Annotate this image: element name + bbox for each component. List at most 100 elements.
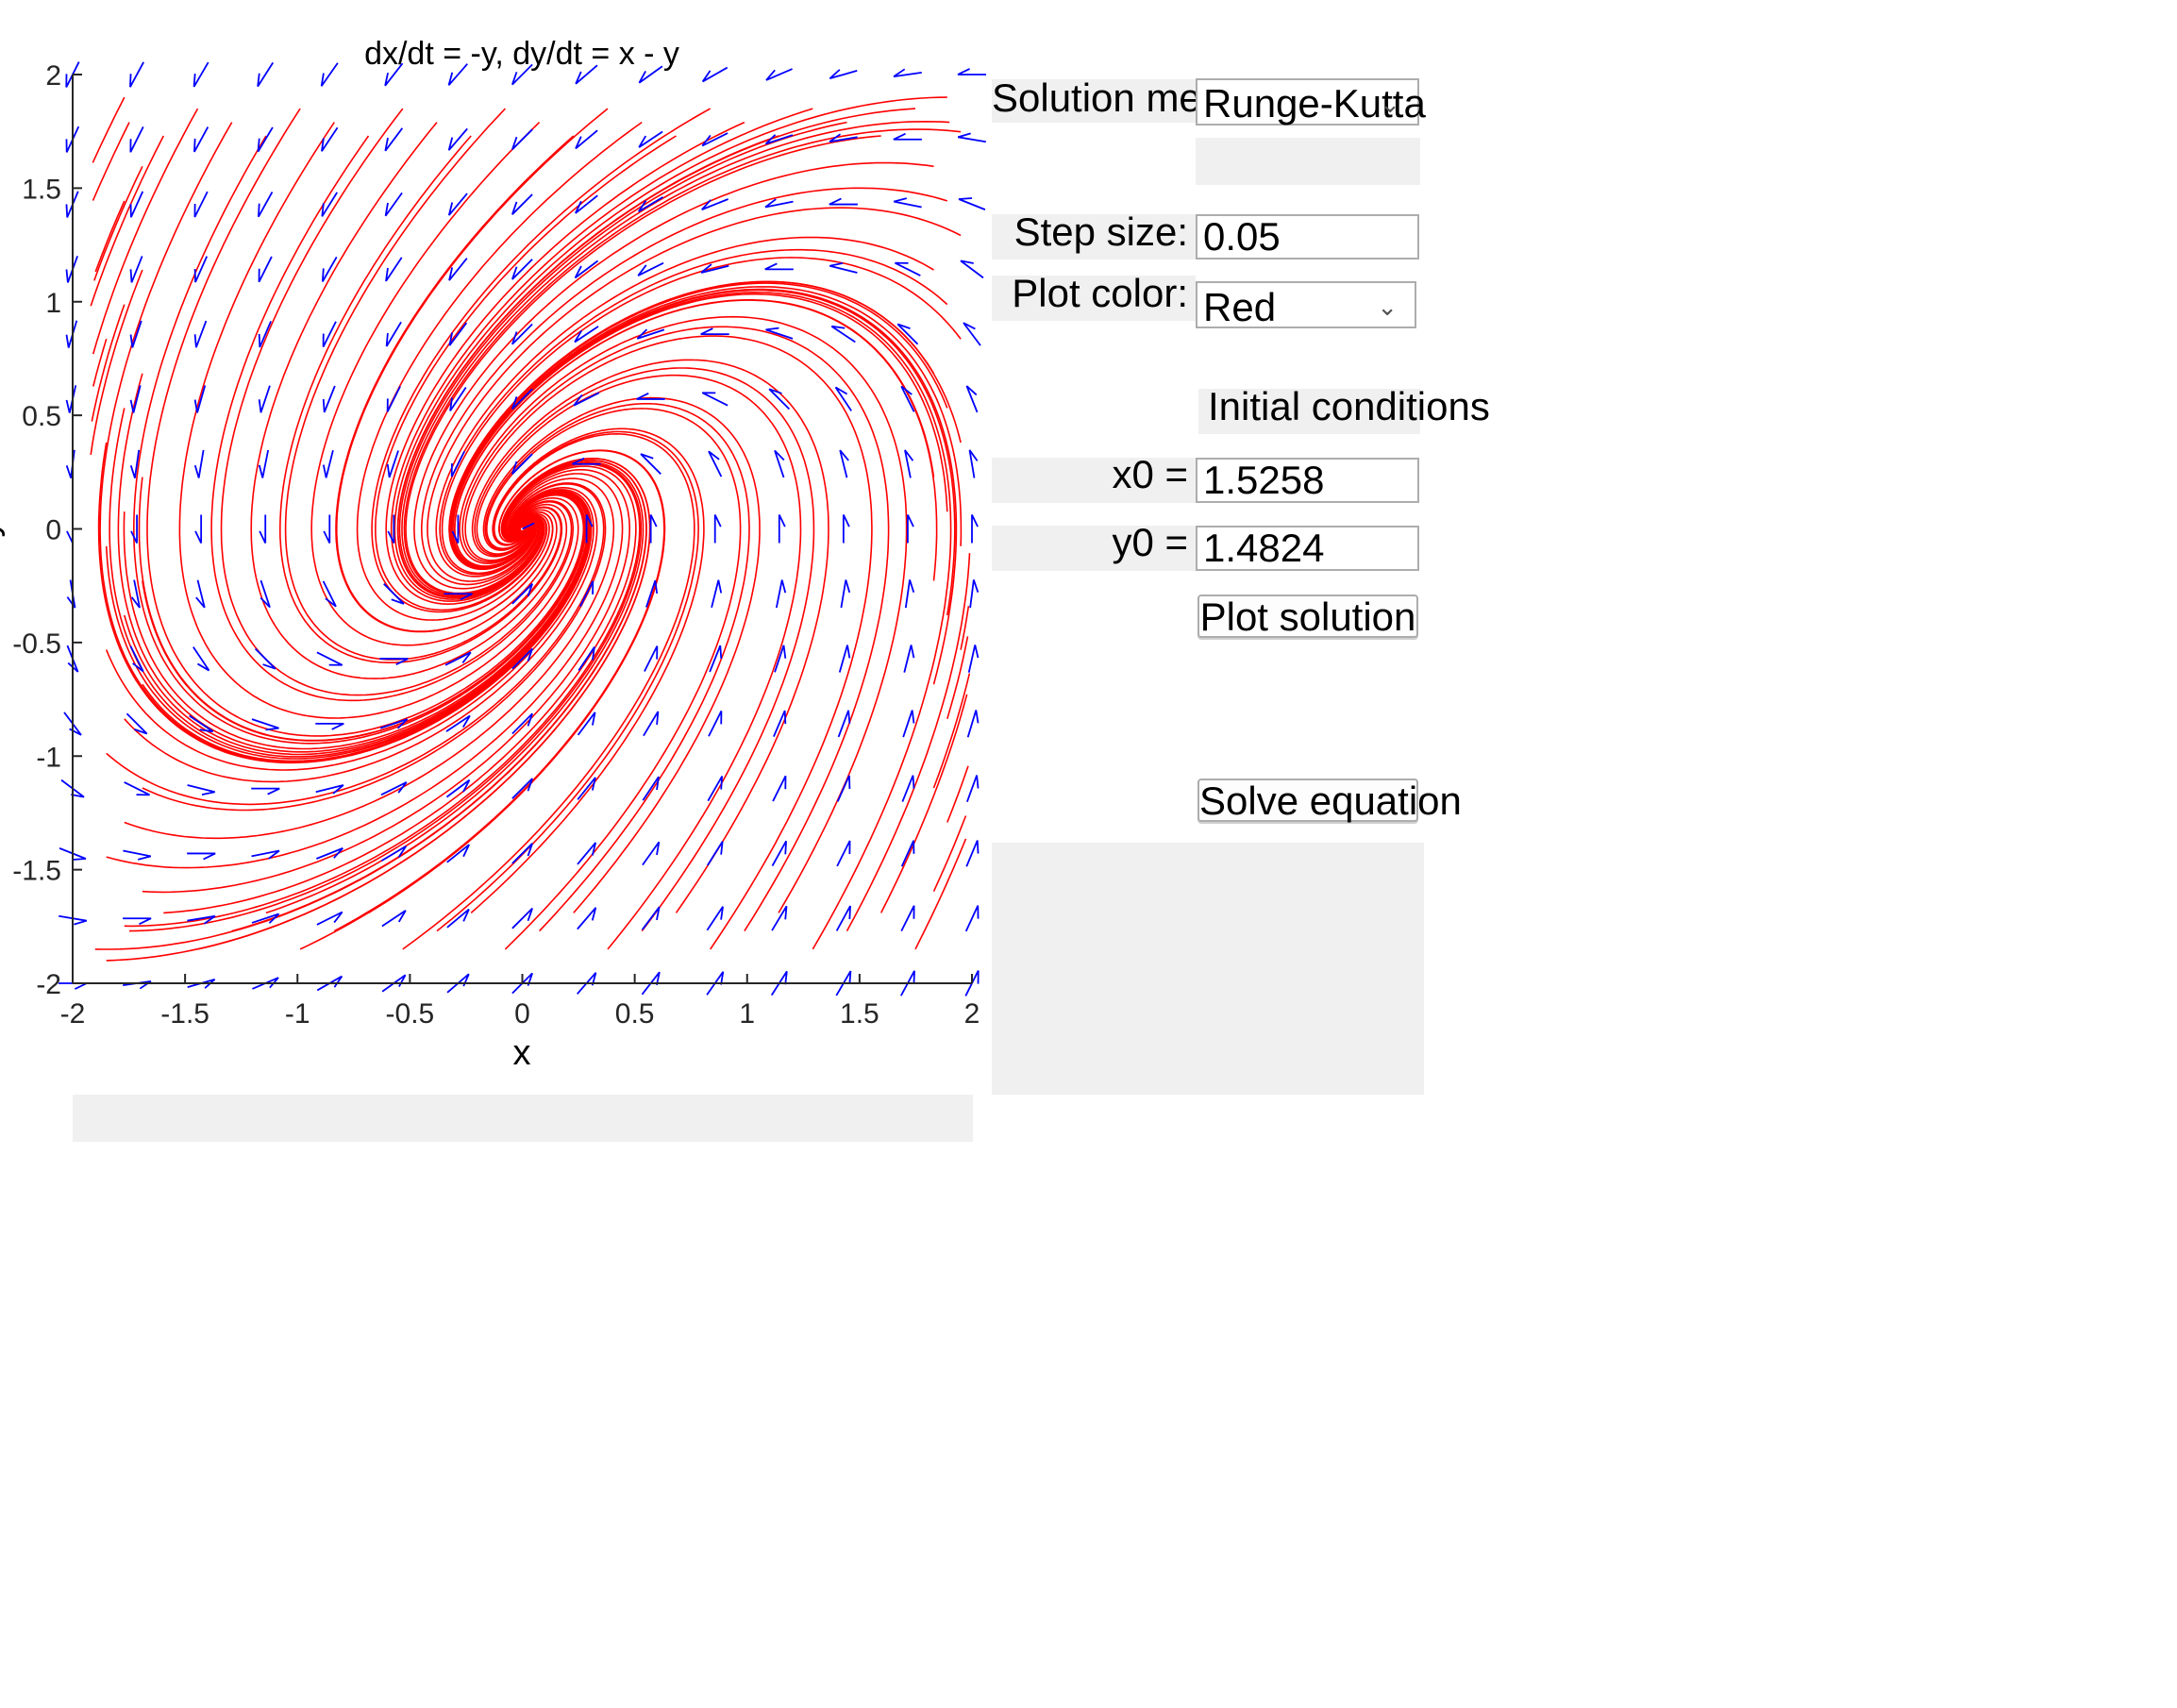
- direction-arrow: [836, 840, 851, 867]
- y-tick-label: 2: [45, 60, 61, 92]
- direction-arrow: [711, 579, 723, 609]
- direction-arrow: [838, 645, 851, 673]
- direction-arrow: [450, 450, 465, 477]
- direction-arrow: [768, 388, 791, 410]
- direction-arrow: [193, 320, 208, 348]
- direction-arrow: [446, 908, 470, 929]
- direction-arrow: [636, 328, 665, 340]
- direction-arrow: [511, 778, 533, 799]
- direction-arrow: [385, 321, 402, 347]
- direction-arrow: [700, 327, 729, 336]
- direction-arrow: [258, 321, 272, 348]
- step-size-input[interactable]: [1196, 214, 1419, 260]
- direction-arrow: [195, 579, 206, 609]
- direction-arrow: [447, 127, 468, 151]
- direction-arrow: [257, 126, 274, 153]
- direction-arrow: [965, 385, 979, 413]
- direction-arrow: [189, 714, 214, 733]
- direction-arrow: [65, 61, 80, 88]
- direction-arrow: [575, 129, 598, 150]
- solution-curve: [914, 838, 967, 950]
- direction-arrow: [511, 907, 533, 929]
- direction-arrow: [129, 449, 141, 478]
- direction-arrow: [386, 450, 399, 478]
- direction-arrow: [907, 514, 914, 544]
- solve-equation-button[interactable]: Solve equation: [1197, 779, 1462, 823]
- solution-curve: [932, 673, 971, 789]
- direction-arrow: [643, 711, 660, 737]
- direction-arrow: [511, 128, 533, 151]
- direction-arrow: [842, 514, 850, 544]
- direction-arrow: [904, 449, 914, 478]
- direction-arrow: [774, 449, 785, 478]
- direction-arrow: [579, 580, 594, 608]
- solution-curve: [482, 396, 761, 913]
- solution-curve: [106, 473, 624, 869]
- solution-curve: [117, 373, 590, 753]
- direction-arrow: [700, 263, 729, 274]
- direction-arrow: [958, 197, 986, 210]
- direction-arrow: [316, 651, 343, 666]
- direction-arrow: [572, 457, 601, 465]
- initial-conditions-label: Initial conditions: [1198, 387, 1490, 434]
- direction-arrow: [707, 776, 724, 802]
- x-tick-label: 1.5: [840, 998, 879, 1030]
- direction-arrow: [65, 191, 79, 218]
- direction-arrow: [129, 61, 144, 88]
- x0-input[interactable]: [1196, 458, 1419, 503]
- solution-method-select[interactable]: Runge-Kutta ⌄: [1196, 78, 1426, 126]
- direction-arrow: [193, 646, 210, 672]
- direction-arrow: [446, 844, 470, 863]
- direction-arrow: [585, 514, 594, 544]
- direction-arrow: [839, 449, 849, 478]
- direction-arrow: [969, 579, 980, 609]
- direction-arrow: [904, 579, 915, 609]
- direction-arrow: [193, 61, 209, 88]
- plot-color-select[interactable]: Red ⌄: [1196, 281, 1416, 329]
- direction-arrow: [964, 905, 980, 932]
- direction-arrow: [771, 840, 787, 866]
- solution-curve: [960, 606, 970, 650]
- direction-arrow: [577, 842, 597, 865]
- direction-arrow: [764, 198, 794, 209]
- direction-arrow: [123, 917, 152, 926]
- direction-arrow: [65, 385, 77, 413]
- x-tick-label: -1.5: [160, 998, 209, 1030]
- direction-arrow: [578, 646, 595, 672]
- y-tick-label: 1.5: [22, 174, 61, 205]
- direction-arrow: [446, 973, 470, 994]
- chevron-down-icon: ⌄: [1377, 293, 1398, 321]
- direction-arrow: [638, 196, 663, 213]
- solution-curve: [368, 449, 666, 914]
- direction-arrow: [764, 262, 794, 271]
- direction-arrow: [966, 710, 980, 738]
- direction-arrow: [444, 593, 473, 601]
- direction-arrow: [829, 69, 858, 79]
- direction-arrow: [706, 906, 724, 931]
- direction-arrow: [770, 970, 788, 996]
- solution-curve: [846, 553, 971, 931]
- direction-arrow: [258, 256, 273, 283]
- direction-arrow: [575, 194, 598, 214]
- direction-arrow: [903, 645, 915, 673]
- plot-solution-button[interactable]: Plot solution: [1197, 594, 1418, 638]
- direction-arrow: [834, 386, 852, 411]
- direction-arrow: [713, 514, 722, 544]
- direction-arrow: [837, 710, 851, 738]
- direction-arrow: [60, 779, 85, 798]
- direction-arrow: [124, 781, 150, 796]
- y0-input[interactable]: [1196, 526, 1419, 571]
- direction-arrow: [322, 385, 336, 413]
- direction-arrow: [321, 192, 338, 217]
- x-tick-label: 0: [514, 998, 530, 1030]
- direction-arrow: [447, 193, 468, 216]
- solution-curve: [92, 108, 199, 355]
- direction-arrow: [637, 261, 664, 276]
- solution-curve: [946, 765, 969, 823]
- direction-arrow: [384, 192, 403, 217]
- y-tick-label: 1: [45, 288, 61, 319]
- direction-arrow: [123, 849, 152, 861]
- solution-curve: [932, 815, 967, 893]
- direction-arrow: [707, 841, 724, 866]
- direction-arrow: [259, 514, 267, 544]
